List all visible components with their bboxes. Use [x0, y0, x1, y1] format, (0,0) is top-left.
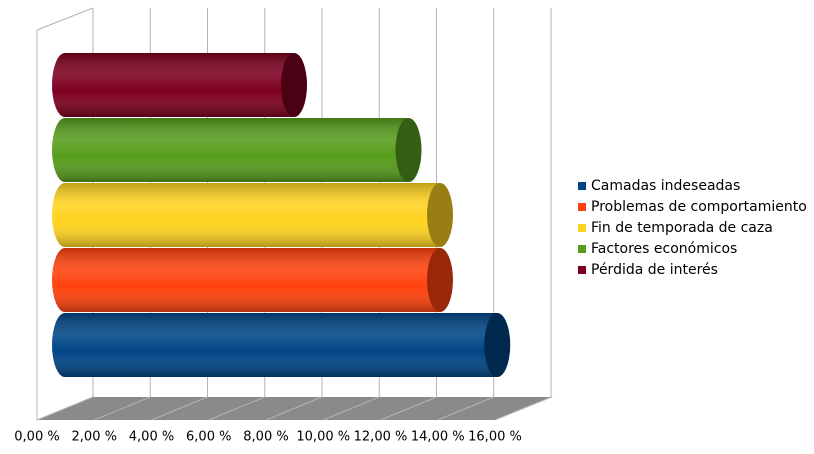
x-tick-label: 10,00 %	[296, 430, 350, 445]
legend-label: Camadas indeseadas	[591, 178, 740, 194]
x-tick-label: 16,00 %	[468, 430, 522, 445]
legend-swatch	[578, 245, 586, 253]
floor-grid-line	[494, 396, 552, 421]
floor-grid-line	[36, 396, 94, 421]
legend-label: Fin de temporada de caza	[591, 220, 773, 236]
floor-grid-line	[151, 396, 208, 421]
x-tick-label: 8,00 %	[243, 430, 288, 445]
legend-label: Pérdida de interés	[591, 262, 718, 278]
legend-label: Factores económicos	[591, 241, 737, 257]
legend-swatch	[578, 203, 586, 211]
legend-swatch	[578, 266, 586, 274]
floor-grid-line	[323, 396, 380, 421]
bar-cap	[484, 313, 511, 377]
floor-grid-line	[94, 396, 151, 421]
floor-grid-line	[208, 396, 265, 421]
bar-cap	[426, 248, 453, 312]
floor-grid-line	[437, 396, 494, 421]
wall-edge	[36, 7, 94, 31]
legend-label: Problemas de comportamiento	[591, 199, 807, 215]
bar-shading	[52, 313, 498, 377]
bar-cap	[281, 53, 307, 117]
floor-grid-line	[380, 396, 437, 421]
bar-shading	[52, 53, 294, 117]
bar-cap	[426, 183, 453, 247]
x-tick-label: 2,00 %	[72, 430, 117, 445]
bar-shading	[52, 118, 409, 182]
bar-shading	[52, 183, 440, 247]
floor-grid-line	[265, 396, 323, 421]
legend-swatch	[578, 182, 586, 190]
x-tick-label: 4,00 %	[129, 430, 174, 445]
bar-shading	[52, 248, 440, 312]
x-tick-label: 12,00 %	[354, 430, 408, 445]
x-tick-label: 0,00 %	[14, 430, 59, 445]
x-tick-label: 6,00 %	[186, 430, 231, 445]
x-tick-label: 14,00 %	[411, 430, 465, 445]
legend-swatch	[578, 224, 586, 232]
bar-cap	[395, 118, 422, 182]
